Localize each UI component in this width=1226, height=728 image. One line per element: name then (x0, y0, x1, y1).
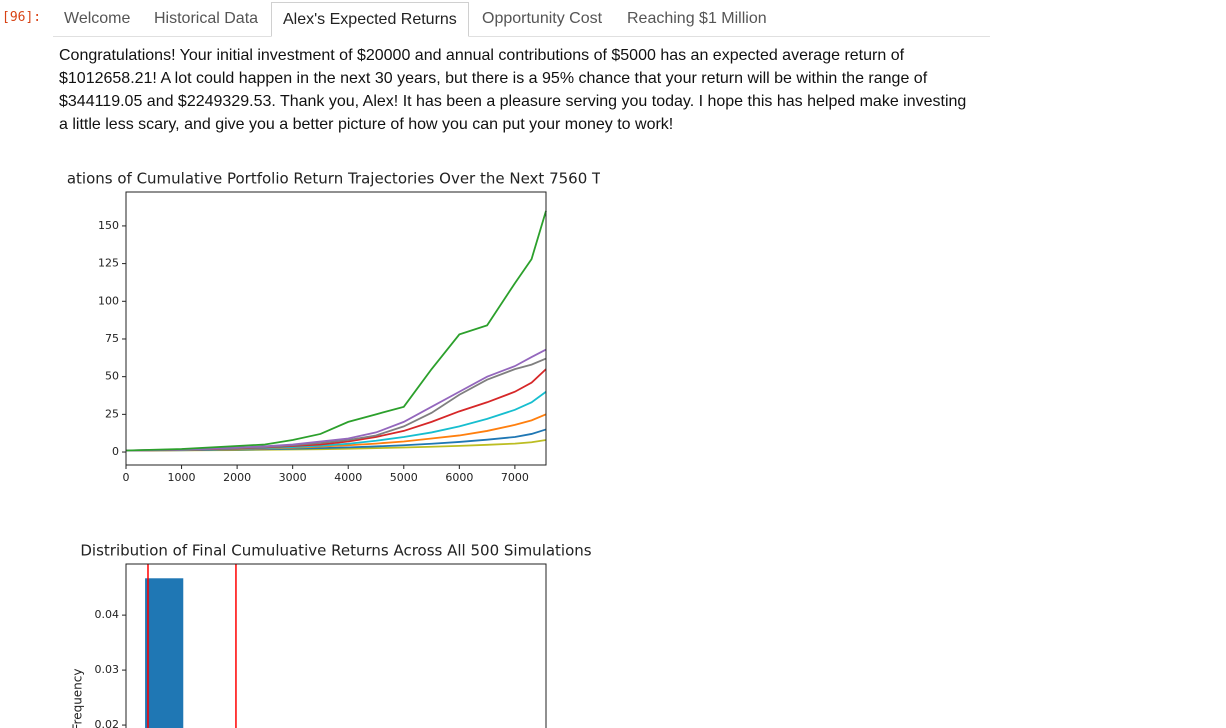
y-tick-label: 100 (98, 294, 119, 307)
y-tick-label: 25 (105, 407, 119, 420)
x-tick-label: 4000 (334, 471, 362, 484)
y-tick-label: 0 (112, 445, 119, 458)
x-tick-label: 5000 (390, 471, 418, 484)
x-tick-label: 2000 (223, 471, 251, 484)
line-chart: ations of Cumulative Portfolio Return Tr… (67, 170, 600, 485)
tab[interactable]: Alex's Expected Returns (271, 2, 469, 37)
chart-title: Distribution of Final Cumuluative Return… (80, 542, 591, 560)
y-tick-label: 50 (105, 370, 119, 383)
x-tick-label: 6000 (445, 471, 473, 484)
tab[interactable]: Reaching $1 Million (627, 10, 767, 27)
tab[interactable]: Opportunity Cost (482, 10, 603, 27)
x-tick-label: 0 (123, 471, 130, 484)
x-tick-label: 3000 (279, 471, 307, 484)
axes-frame (125, 563, 547, 728)
x-tick-label: 1000 (168, 471, 196, 484)
y-axis-label: Frequency (71, 669, 85, 728)
y-tick-label: 0.04 (95, 608, 120, 621)
y-tick-label: 0.02 (95, 718, 120, 728)
message: Congratulations! Your initial investment… (59, 44, 966, 136)
cell-prompt: [96]: (2, 10, 42, 25)
y-tick-label: 0.03 (95, 663, 120, 676)
message-line: $344119.05 and $2249329.53. Thank you, A… (59, 93, 967, 110)
message-line: a little less scary, and give you a bett… (59, 116, 674, 133)
message-line: $1012658.21! A lot could happen in the n… (59, 70, 928, 87)
message-line: Congratulations! Your initial investment… (59, 47, 905, 64)
tab[interactable]: Historical Data (154, 10, 259, 27)
axes-frame (125, 191, 547, 466)
x-tick-label: 7000 (501, 471, 529, 484)
chart-title: ations of Cumulative Portfolio Return Tr… (67, 170, 600, 188)
trajectory-line (125, 348, 547, 452)
y-tick-label: 75 (105, 332, 119, 345)
y-tick-label: 150 (98, 219, 119, 232)
tab[interactable]: Welcome (64, 10, 131, 27)
trajectory-line (125, 210, 547, 452)
tab-bar: Welcome Historical Data Alex's Expected Re… (53, 2, 990, 37)
histogram-bar (145, 578, 184, 728)
y-tick-label: 125 (98, 257, 119, 270)
histogram-chart: Distribution of Final Cumuluative Return… (71, 542, 592, 728)
